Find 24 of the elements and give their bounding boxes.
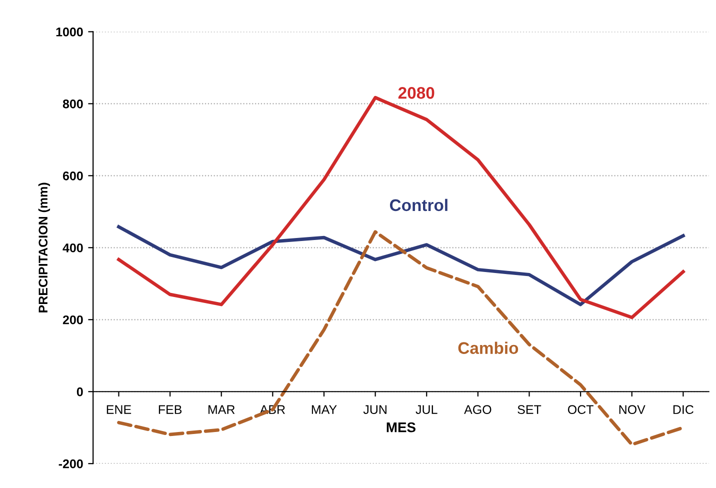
x-tick-label: FEB <box>158 405 182 414</box>
x-tick-label: NOV <box>619 405 646 414</box>
y-axis-title: PRECIPITACION (mm) <box>38 182 50 312</box>
x-tick-label: JUL <box>416 405 438 414</box>
series-label: 2080 <box>398 87 434 99</box>
series-label: Cambio <box>458 342 518 354</box>
x-tick-label: AGO <box>464 405 492 414</box>
x-axis-title: MES <box>386 422 416 432</box>
x-tick-label: DIC <box>673 405 694 414</box>
y-tick-label: 400 <box>62 243 83 252</box>
line-series <box>117 225 685 306</box>
text: Control <box>390 198 448 212</box>
x-tick-label: JUN <box>363 405 386 414</box>
x-tick-label: MAR <box>208 405 235 414</box>
x-tick-label: ENE <box>106 405 132 414</box>
y-tick-label: 1000 <box>56 28 83 36</box>
x-tick-label: OCT <box>568 405 594 414</box>
y-tick-label: -200 <box>58 459 83 468</box>
y-tick-label: 600 <box>62 171 83 180</box>
y-tick-label: 200 <box>62 315 83 324</box>
y-tick-label: 800 <box>62 100 83 108</box>
x-tick-label: SET <box>518 405 542 414</box>
y-tick-label: 0 <box>76 387 83 396</box>
x-tick-label: MAY <box>312 405 337 414</box>
